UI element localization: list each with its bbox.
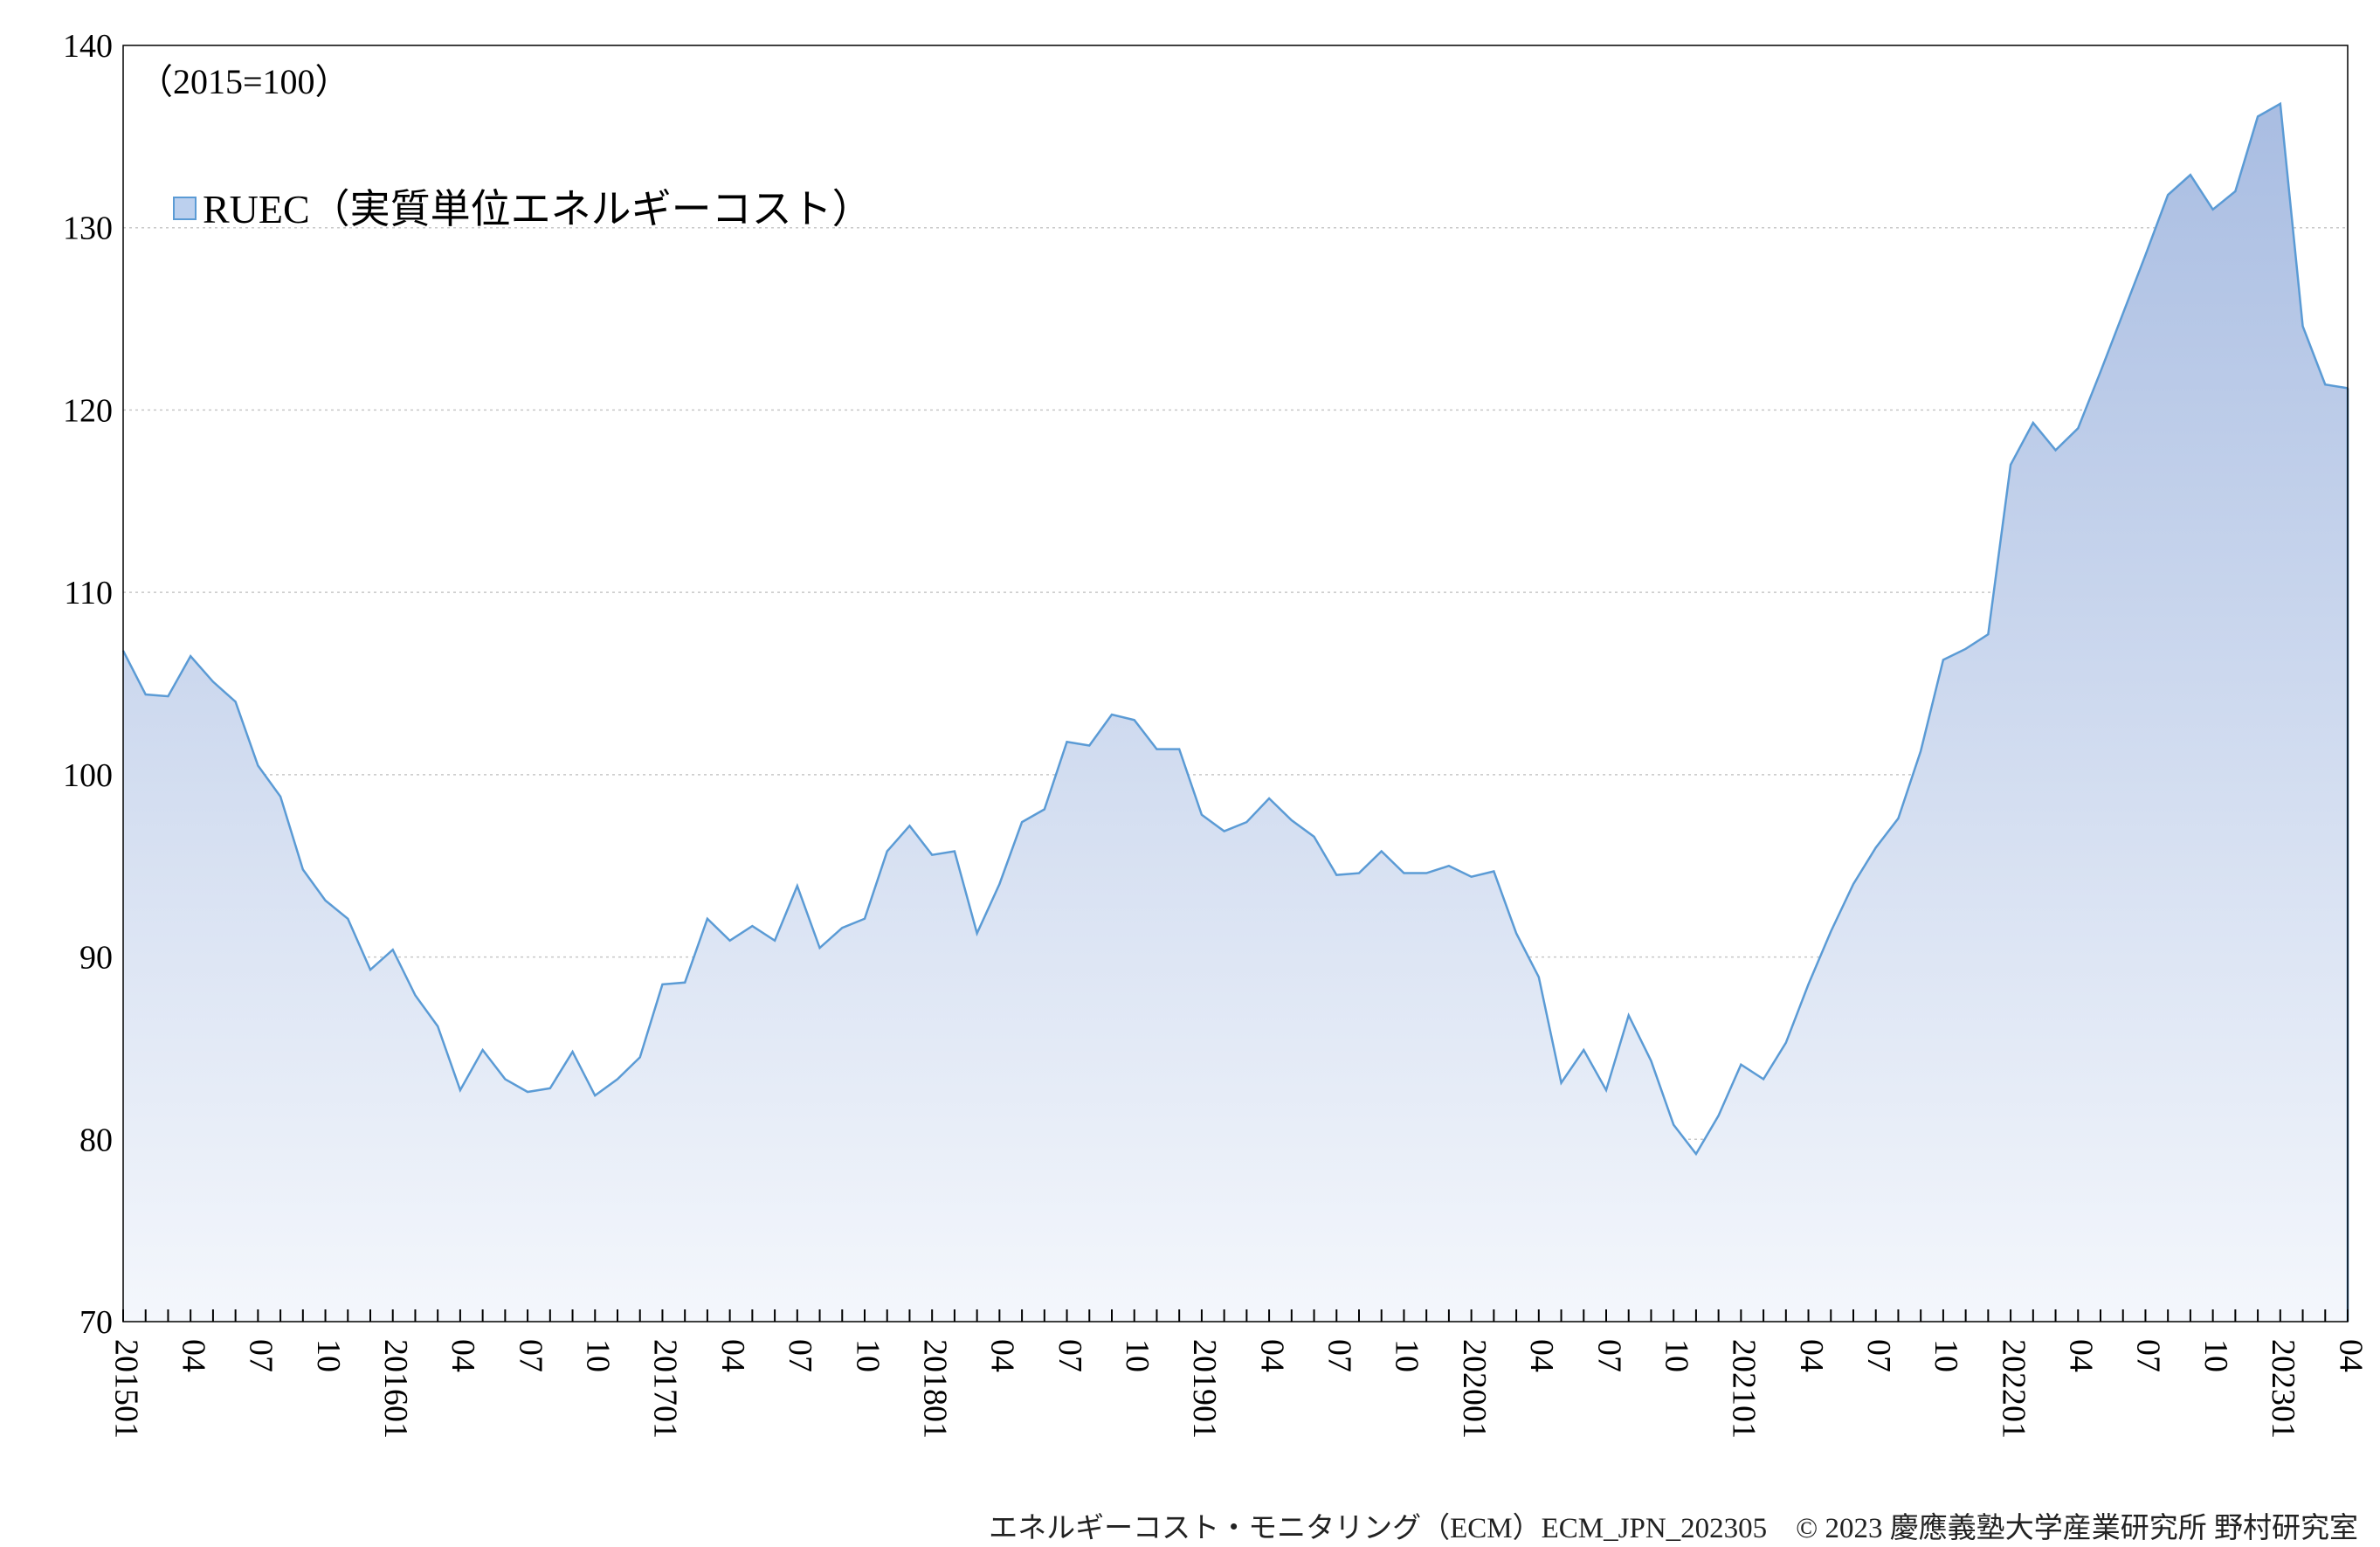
legend-swatch xyxy=(173,197,197,220)
x-tick-label: 04 xyxy=(1253,1339,1290,1372)
x-tick-label: 04 xyxy=(445,1339,481,1372)
series-area xyxy=(123,103,2348,1322)
x-tick-label: 04 xyxy=(984,1339,1021,1372)
x-tick-label: 07 xyxy=(243,1339,279,1372)
y-tick-label: 100 xyxy=(63,757,113,794)
x-tick-label: 07 xyxy=(1052,1339,1088,1372)
x-tick-label: 10 xyxy=(1658,1339,1694,1372)
legend: RUEC（実質単位エネルギーコスト） xyxy=(173,187,873,231)
x-tick-label: 07 xyxy=(1860,1339,1897,1372)
x-tick-label: 04 xyxy=(175,1339,211,1372)
series-line xyxy=(121,101,2349,1157)
x-tick-label: 202101 xyxy=(1726,1339,1763,1439)
legend-label: RUEC（実質単位エネルギーコスト） xyxy=(203,187,873,231)
x-tick-label: 201801 xyxy=(916,1339,953,1439)
x-tick-label: 04 xyxy=(1793,1339,1830,1372)
footer-credit: エネルギーコスト・モニタリング（ECM）ECM_JPN_202305 © 202… xyxy=(989,1512,2358,1544)
x-tick-label: 201701 xyxy=(647,1339,684,1439)
y-axis: 70 80 90 100 110 120 130 140 xyxy=(63,28,113,1341)
plot-frame xyxy=(122,45,2349,1323)
x-tick-label: 04 xyxy=(2063,1339,2100,1372)
x-tick-label: 201501 xyxy=(107,1339,144,1439)
x-tick-label: 10 xyxy=(849,1339,886,1372)
y-tick-label: 80 xyxy=(79,1122,113,1158)
x-axis: 201501 04 07 10 201601 04 07 10 201701 04 07 10 2018… xyxy=(107,1309,2369,1439)
y-tick-label: 110 xyxy=(64,575,113,611)
y-tick-label: 140 xyxy=(63,28,113,65)
y-tick-label: 130 xyxy=(63,211,113,247)
x-tick-label: 04 xyxy=(714,1339,751,1372)
x-tick-label: 07 xyxy=(512,1339,548,1372)
x-tick-label: 04 xyxy=(2332,1339,2369,1372)
y-tick-label: 70 xyxy=(79,1304,113,1341)
x-tick-label: 07 xyxy=(782,1339,818,1372)
x-tick-label: 10 xyxy=(1389,1339,1425,1372)
x-tick-label: 10 xyxy=(1119,1339,1156,1372)
x-tick-label: 202001 xyxy=(1456,1339,1493,1439)
x-tick-label: 10 xyxy=(580,1339,617,1372)
x-tick-label: 202301 xyxy=(2265,1339,2301,1439)
x-tick-label: 10 xyxy=(310,1339,347,1372)
y-tick-label: 120 xyxy=(63,392,113,429)
x-tick-label: 07 xyxy=(1321,1339,1358,1372)
x-tick-label: 04 xyxy=(1523,1339,1560,1372)
x-tick-label: 10 xyxy=(1928,1339,1964,1372)
x-tick-label: 10 xyxy=(2197,1339,2234,1372)
x-tick-label: 07 xyxy=(2130,1339,2167,1372)
x-tick-label: 201601 xyxy=(377,1339,414,1439)
y-tick-label: 90 xyxy=(79,940,113,977)
unit-note: （2015=100） xyxy=(138,62,350,101)
x-tick-label: 07 xyxy=(1590,1339,1627,1372)
x-tick-label: 202201 xyxy=(1995,1339,2032,1439)
x-tick-label: 201901 xyxy=(1186,1339,1223,1439)
